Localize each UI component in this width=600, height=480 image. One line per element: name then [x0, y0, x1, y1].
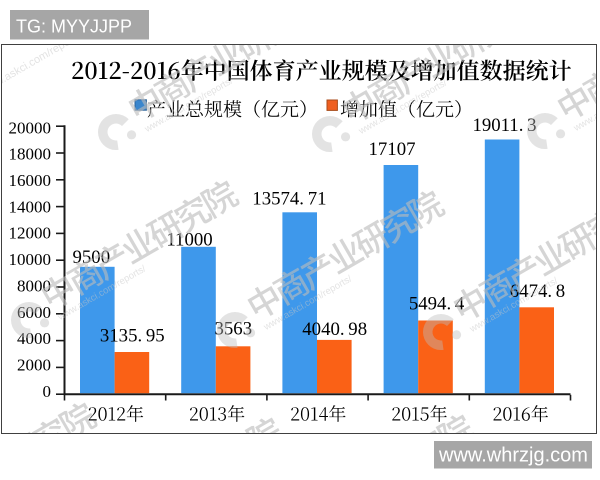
svg-text:18000: 18000	[9, 145, 52, 164]
svg-text:www.whrzjg.com: www.whrzjg.com	[438, 445, 588, 467]
svg-text:19011. 3: 19011. 3	[472, 115, 536, 136]
svg-text:17107: 17107	[369, 139, 416, 160]
svg-text:5494. 4: 5494. 4	[409, 294, 465, 315]
svg-text:4000: 4000	[17, 329, 51, 348]
svg-text:4040. 98: 4040. 98	[302, 319, 367, 340]
svg-text:2000: 2000	[17, 356, 51, 375]
svg-text:3563: 3563	[215, 318, 253, 339]
svg-text:6000: 6000	[17, 303, 51, 322]
svg-text:0: 0	[43, 382, 52, 401]
svg-text:3135. 95: 3135. 95	[100, 325, 165, 346]
svg-text:13574. 71: 13574. 71	[252, 188, 326, 209]
svg-text:9500: 9500	[73, 247, 111, 268]
svg-text:TG: MYYJJPP: TG: MYYJJPP	[16, 17, 132, 37]
svg-text:12000: 12000	[9, 224, 52, 243]
svg-text:20000: 20000	[9, 118, 52, 137]
svg-text:11000: 11000	[166, 229, 212, 250]
svg-text:6474. 8: 6474. 8	[510, 281, 565, 302]
svg-text:10000: 10000	[9, 250, 52, 269]
svg-text:14000: 14000	[9, 197, 52, 216]
svg-text:16000: 16000	[9, 171, 52, 190]
